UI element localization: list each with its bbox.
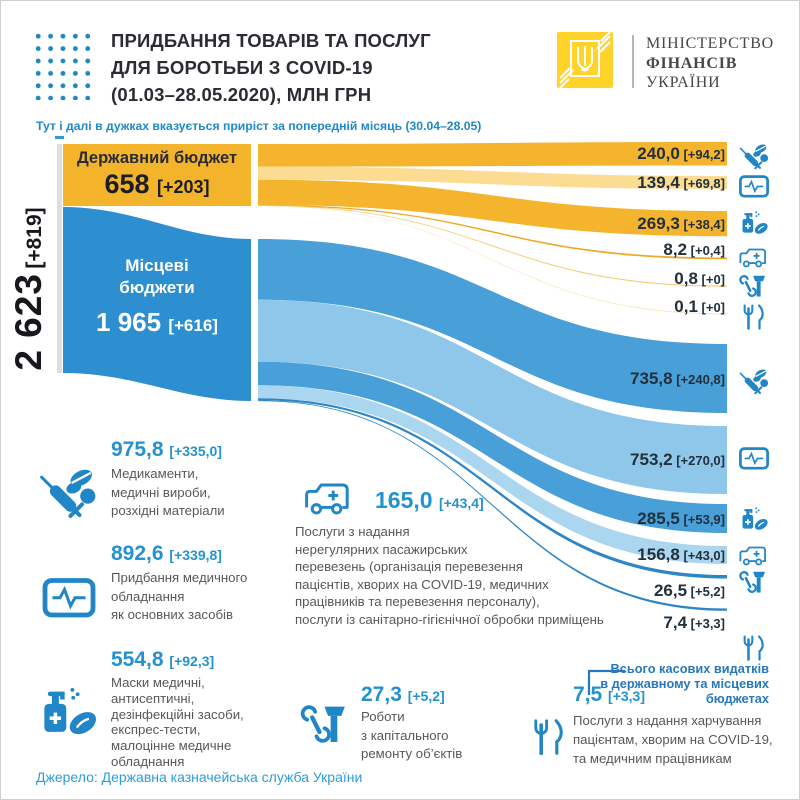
tools-icon	[737, 269, 771, 303]
flow-local-food: Місцеві бюджети → Послуги з надання харч…	[258, 400, 727, 611]
total-bracket-strip	[57, 144, 62, 373]
data-source-note: Джерело: Державна казначейська служба Ук…	[36, 769, 363, 785]
trident-icon	[557, 31, 613, 89]
medicines-total: 975,8 [+335,0]	[111, 438, 222, 461]
total-expenditure-note: Всього касових видатків в державному та м…	[600, 661, 769, 706]
flow-state-food: Державний бюджет → Послуги з надання хар…	[258, 205, 727, 315]
cutlery-icon	[737, 631, 771, 665]
masks-total: 554,8 [+92,3]	[111, 648, 215, 671]
flow-value-label-state-equipment: 139,4 [+69,8]	[637, 172, 725, 192]
syringe-pills-icon	[737, 364, 771, 398]
monitor-icon	[39, 567, 99, 627]
tools-icon	[737, 565, 771, 599]
flow-local-masks: Місцеві бюджети → Маски медичні, антисеп…	[258, 361, 727, 533]
medicines-description: Медикаменти, медичні вироби, розхідні мате…	[111, 466, 225, 518]
local-budget-box	[63, 207, 251, 401]
cutlery-icon	[737, 300, 771, 334]
sanitizer-mask-icon	[33, 675, 103, 745]
state-budget-name: Державний бюджет	[76, 149, 238, 167]
repair-total: 27,3 [+5,2]	[361, 683, 445, 706]
state-budget-box	[63, 144, 251, 206]
flow-value-label-local-medicines: 735,8 [+240,8]	[630, 368, 725, 388]
flow-value-label-state-food: 0,1 [+0]	[674, 296, 725, 316]
syringe-pills-icon	[35, 459, 101, 525]
flow-value-label-local-food: 7,4 [+3,3]	[663, 612, 725, 632]
sanitizer-mask-icon	[737, 205, 771, 239]
ambulance-icon	[295, 471, 363, 527]
flow-value-label-state-medicines: 240,0 [+94,2]	[637, 144, 725, 163]
tools-icon	[297, 695, 355, 753]
flow-value-label-state-transport: 8,2 [+0,4]	[663, 240, 725, 259]
flow-value-label-state-repair: 0,8 [+0]	[674, 268, 725, 288]
local-budget-value: 1 965 [+616]	[96, 307, 218, 337]
flow-value-label-state-masks: 269,3 [+38,4]	[637, 213, 725, 233]
transport-description: Послуги з надання нерегулярних пасажирськ…	[295, 524, 604, 627]
note-bracket-line	[587, 669, 625, 695]
cutlery-icon	[525, 709, 573, 765]
ministry-name: МІНІСТЕРСТВО ФІНАНСІВ УКРАЇНИ	[646, 35, 775, 91]
equipment-total: 892,6 [+339,8]	[111, 542, 222, 565]
flow-local-repair: Місцеві бюджети → Роботи з капітального …	[258, 398, 727, 579]
flow-state-medicines: Державний бюджет → Медикаменти, медичні …	[258, 142, 727, 167]
masks-description: Маски медичні, антисептичні, дезінфекційні…	[111, 675, 244, 769]
flow-state-repair: Державний бюджет → Роботи з капітального…	[258, 205, 727, 287]
flow-value-label-local-masks: 285,5 [+53,9]	[637, 508, 725, 528]
monitor-icon	[737, 169, 771, 203]
flow-state-transport: Державний бюджет → Послуги з надання нер…	[258, 204, 727, 260]
total-tick-dash	[55, 136, 64, 139]
flow-local-equipment: Місцеві бюджети → Придбання медичного об…	[258, 299, 727, 494]
logo-divider	[632, 35, 634, 88]
flow-local-medicines: Місцеві бюджети → Медикаменти, медичні в…	[258, 239, 727, 413]
food-description: Послуги з надання харчування пацієнтам, х…	[573, 713, 773, 766]
repair-description: Роботи з капітального ремонту об’єктів	[361, 709, 463, 761]
flow-state-masks: Державний бюджет → Маски медичні, антисе…	[258, 179, 727, 237]
monitor-icon	[737, 441, 771, 475]
flow-value-label-local-transport: 156,8 [+43,0]	[637, 545, 725, 564]
equipment-description: Придбання медичного обладнання як основних…	[111, 570, 248, 622]
sanitizer-mask-icon	[737, 501, 771, 535]
ministry-logo	[557, 31, 613, 89]
transport-total: 165,0 [+43,4]	[375, 487, 484, 513]
flow-value-label-local-equipment: 753,2 [+270,0]	[630, 450, 725, 469]
local-budget-name: Місцеві бюджети	[119, 256, 195, 297]
page-title: ПРИДБАННЯ ТОВАРІВ ТА ПОСЛУГ ДЛЯ БОРОТЬБИ …	[111, 30, 431, 105]
flow-state-equipment: Державний бюджет → Придбання медичного о…	[258, 166, 727, 189]
flow-local-transport: Місцеві бюджети → Послуги з надання нере…	[258, 385, 727, 564]
flow-value-label-local-repair: 26,5 [+5,2]	[653, 581, 725, 600]
intro-note: Тут і далі в дужках вказується приріст з…	[36, 119, 482, 133]
syringe-pills-icon	[737, 139, 771, 173]
food-total: 7,5 [+3,3]	[573, 683, 646, 706]
state-budget-value: 658 [+203]	[104, 169, 210, 199]
decorative-dot-grid	[32, 30, 93, 100]
